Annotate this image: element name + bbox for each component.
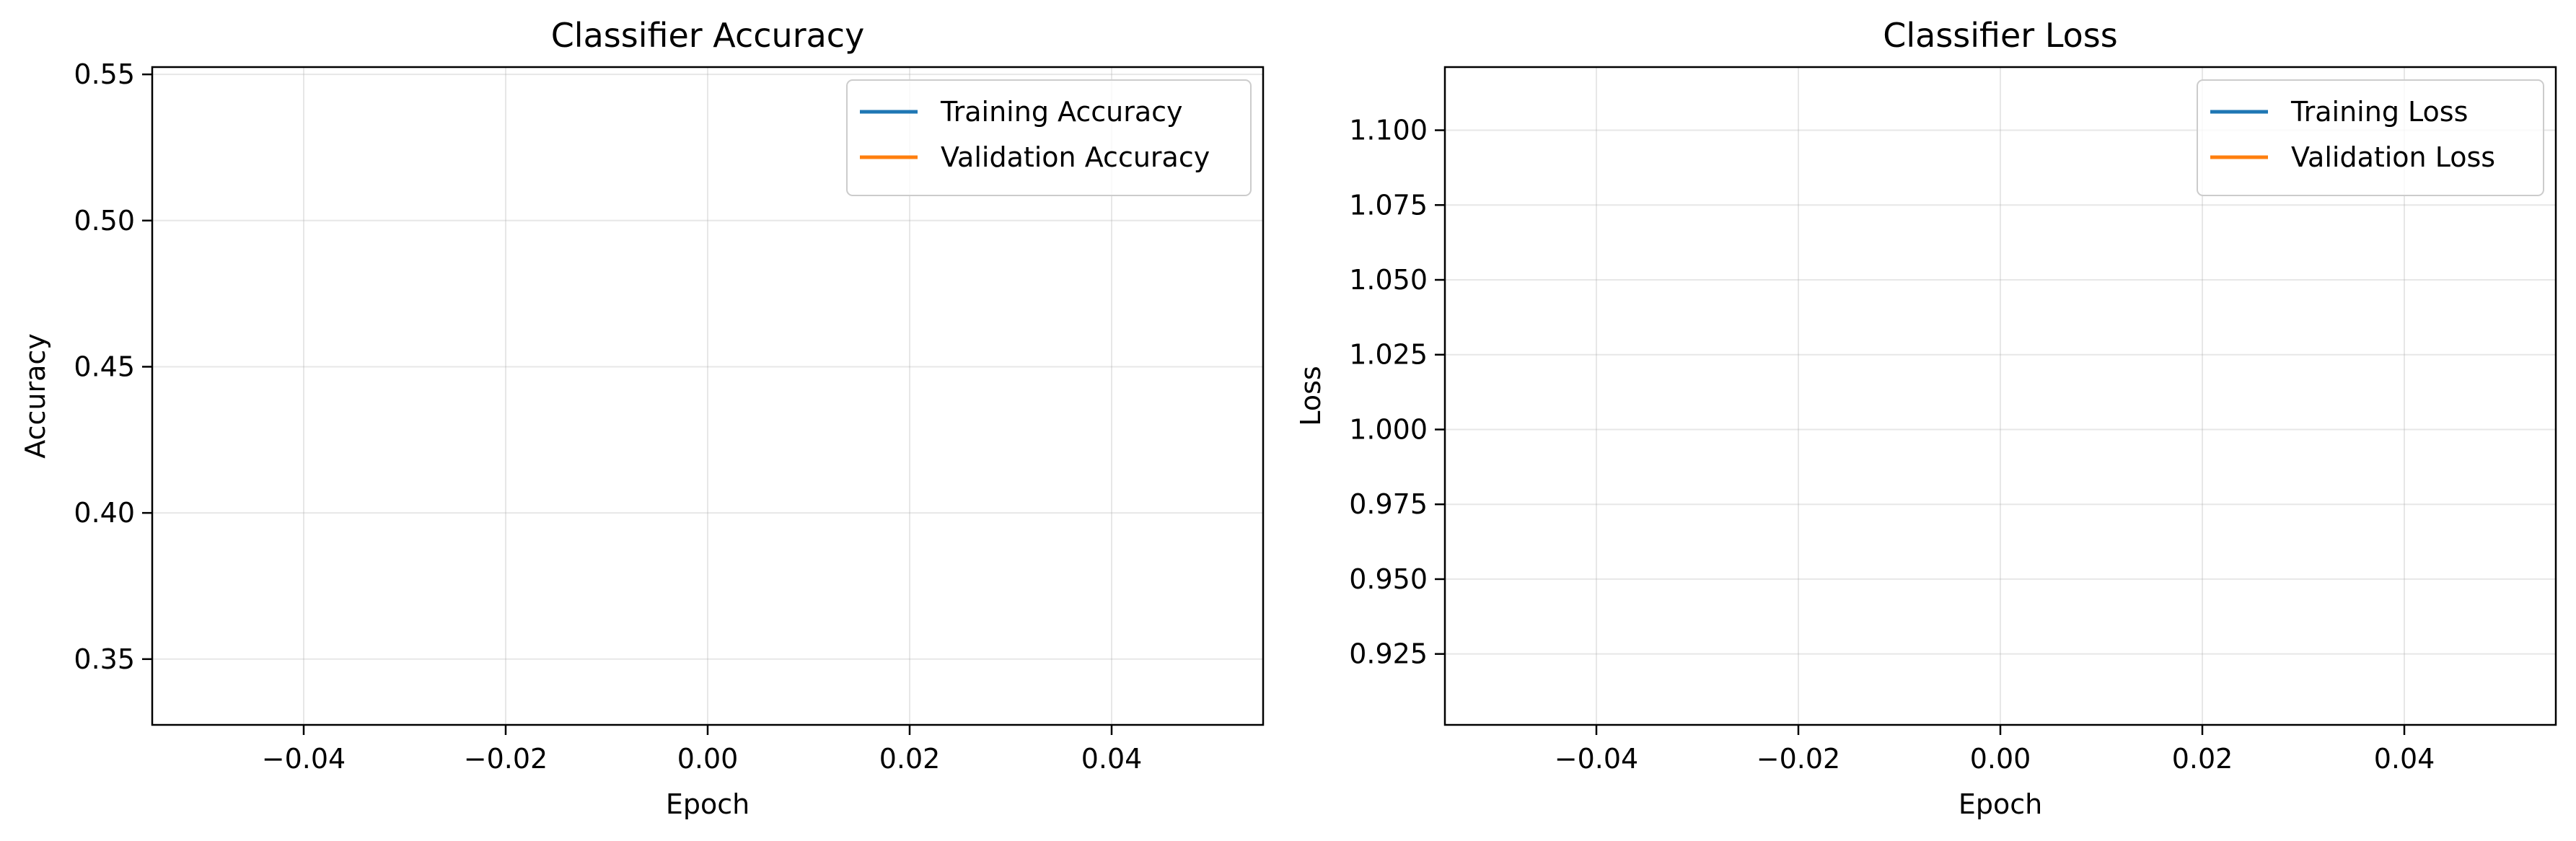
x-tick-label-0-0: −0.04 [262,743,346,775]
chart-title-0: Classifier Accuracy [551,16,865,55]
y-tick-label-0-2: 0.45 [74,351,135,382]
x-axis-label-0: Epoch [666,788,749,820]
y-tick-label-1-4: 1.025 [1349,339,1428,371]
y-tick-label-0-1: 0.40 [74,497,135,529]
y-axis-label-1: Loss [1295,366,1327,426]
x-tick-label-1-3: 0.02 [2172,743,2233,775]
legend-entry-1-1: Validation Loss [2291,141,2495,173]
y-tick-label-0-0: 0.35 [74,643,135,675]
y-axis-label-0: Accuracy [19,333,51,459]
y-tick-label-0-3: 0.50 [74,205,135,237]
legend-entry-1-0: Training Loss [2290,96,2468,128]
x-tick-label-0-3: 0.02 [879,743,941,775]
chart-panel-0: −0.04 −0.02 0.00 0.02 0.04 0.35 0.40 0.45 0.50 0.… [19,16,1265,820]
legend-entry-0-0: Training Accuracy [940,96,1183,128]
y-tick-label-1-2: 0.975 [1349,488,1428,520]
x-tick-label-0-2: 0.00 [677,743,739,775]
legend-1: Training Loss Validation Loss [2197,79,2544,196]
x-tick-label-1-1: −0.02 [1757,743,1840,775]
legend-entry-0-1: Validation Accuracy [941,141,1210,173]
y-tick-label-1-6: 1.075 [1349,189,1428,221]
legend-box-1 [2197,79,2544,196]
x-tick-label-0-1: −0.02 [464,743,548,775]
y-tick-label-1-3: 1.000 [1349,413,1428,445]
legend-box-0 [846,79,1252,196]
y-tick-label-1-5: 1.050 [1349,264,1428,296]
chart-title-1: Classifier Loss [1883,16,2118,55]
x-tick-label-1-0: −0.04 [1555,743,1638,775]
y-tick-label-1-7: 1.100 [1349,115,1428,146]
x-axis-label-1: Epoch [1959,788,2042,820]
y-tick-label-1-0: 0.925 [1349,638,1428,670]
x-tick-label-1-2: 0.00 [1970,743,2031,775]
x-tick-label-1-4: 0.04 [2374,743,2435,775]
legend-0: Training Accuracy Validation Accuracy [846,79,1252,196]
y-tick-label-1-1: 0.950 [1349,563,1428,595]
x-tick-label-0-4: 0.04 [1081,743,1143,775]
y-tick-label-0-4: 0.55 [74,58,135,90]
chart-panel-1: −0.04 −0.02 0.00 0.02 0.04 0.925 0.950 0.975 1.0… [1295,16,2557,820]
